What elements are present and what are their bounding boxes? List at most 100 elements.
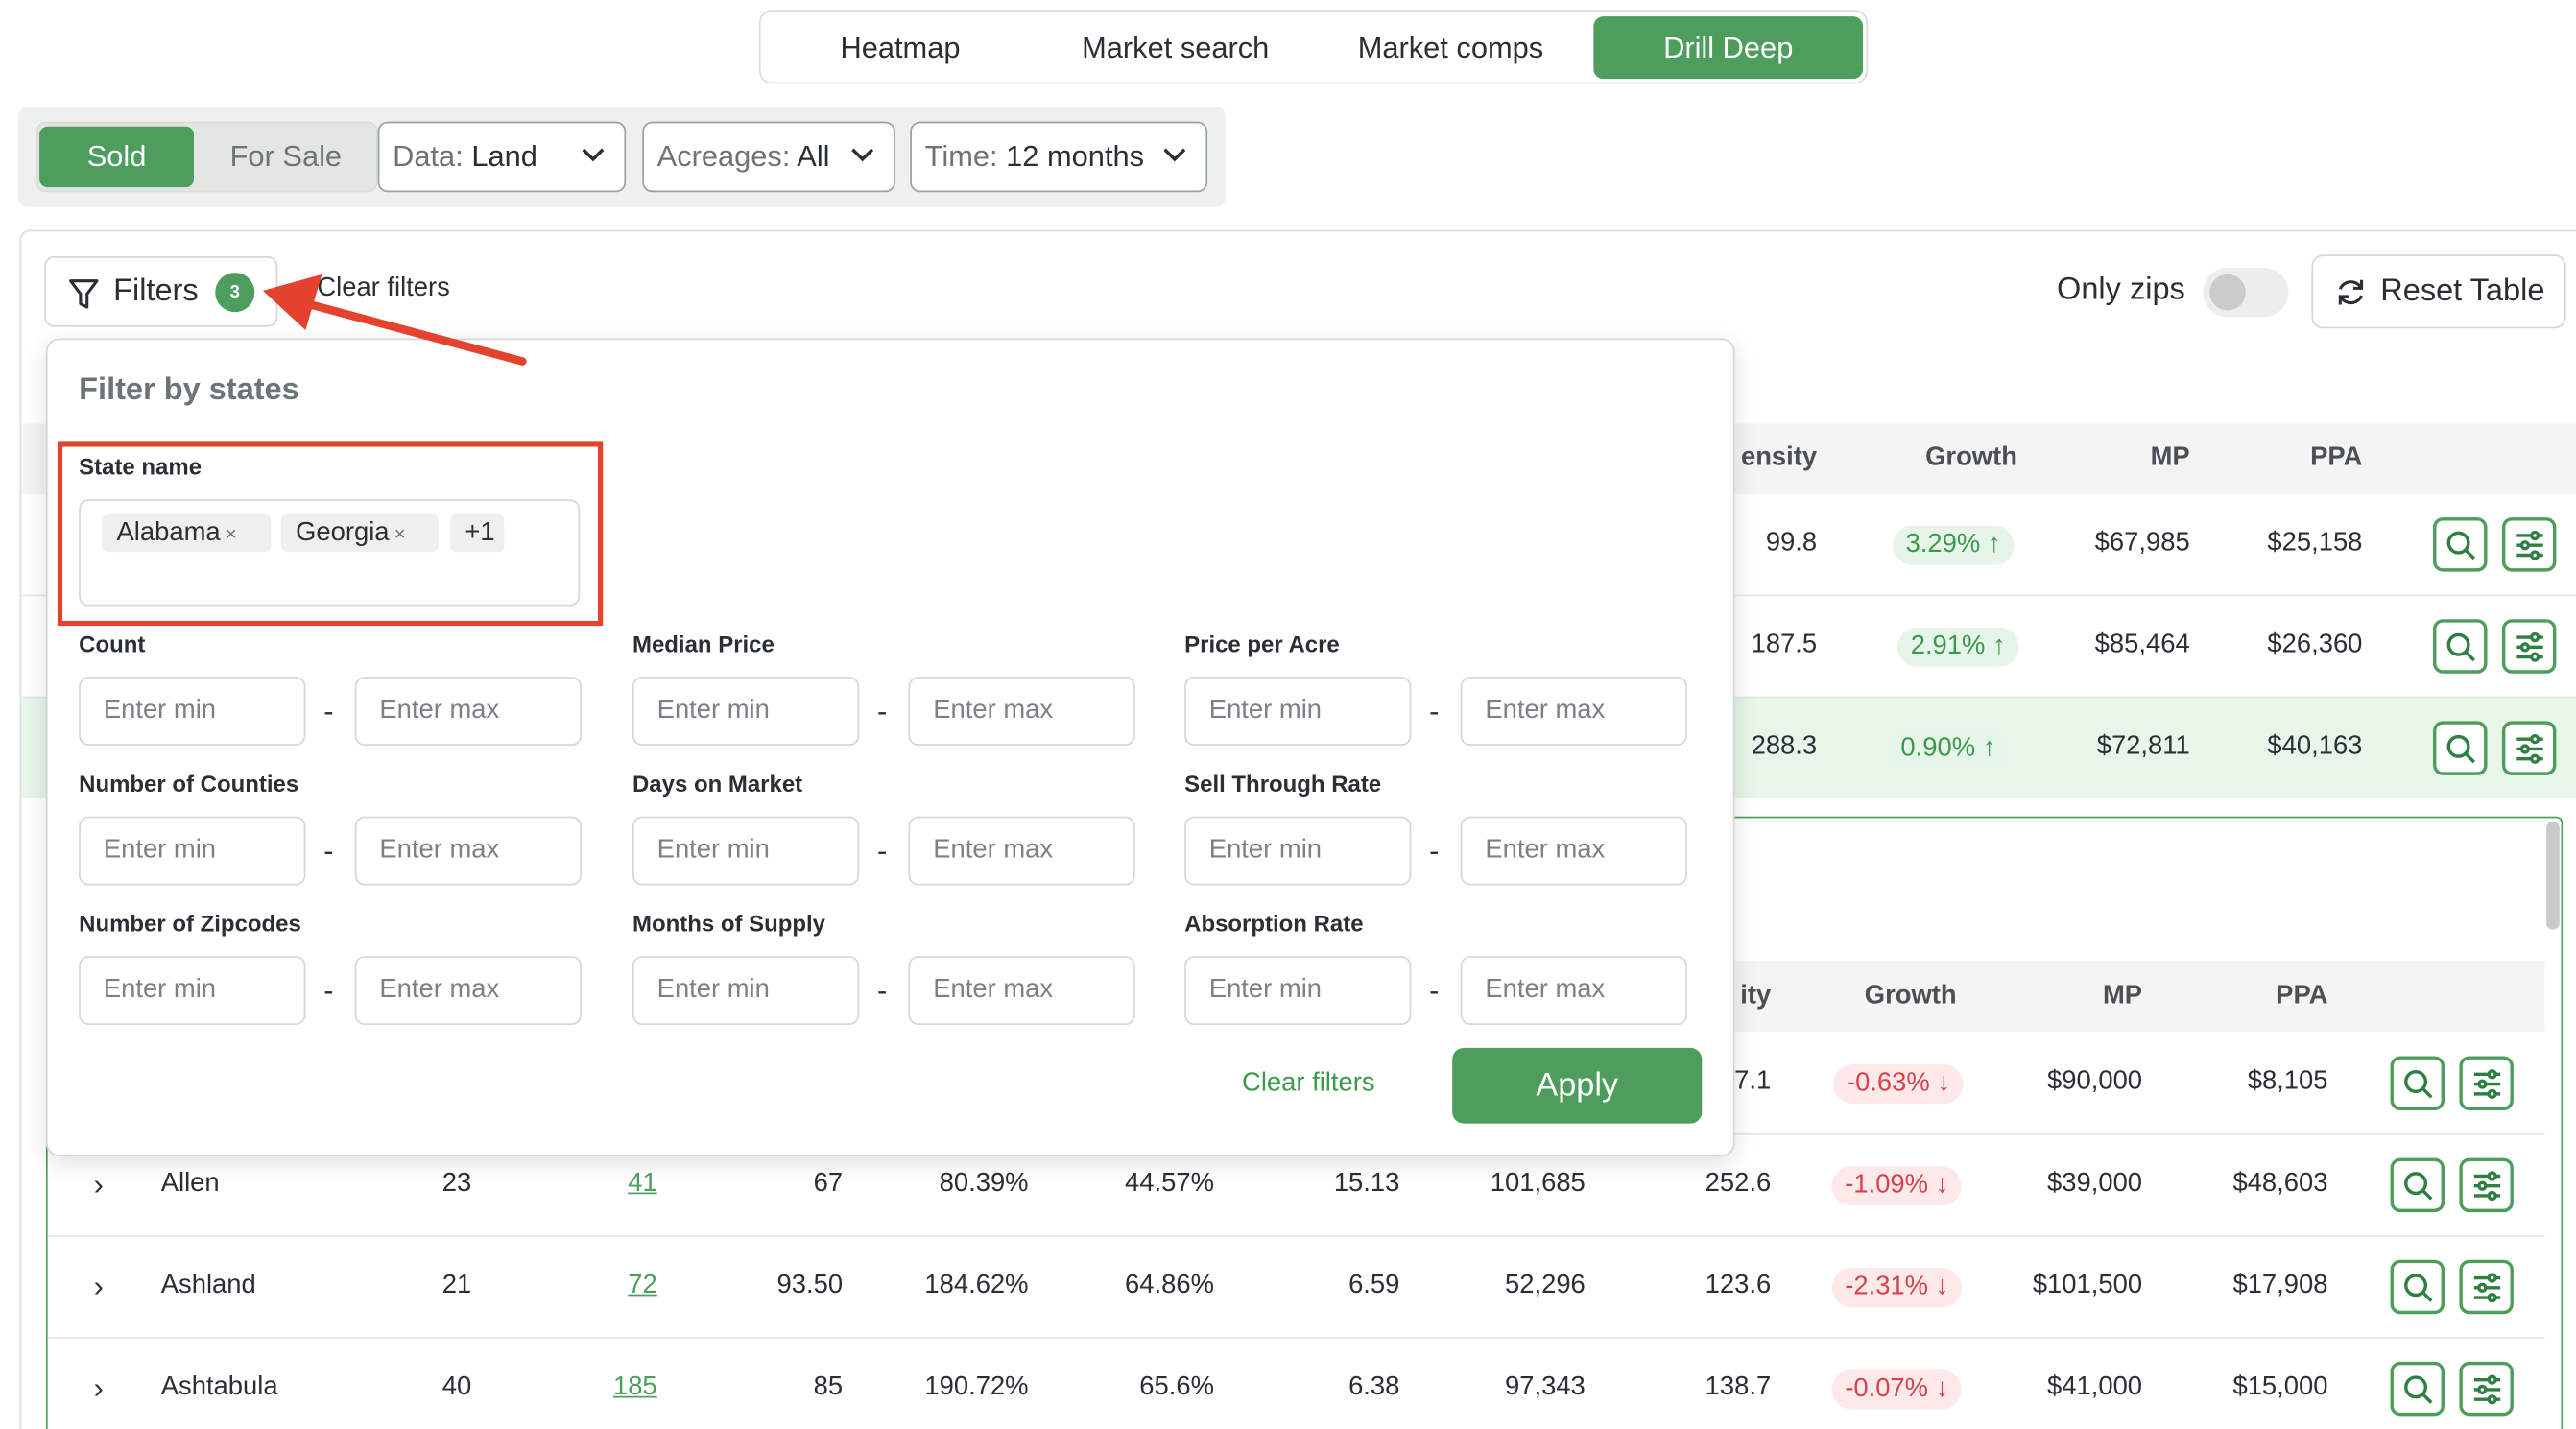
settings-button[interactable] (2501, 721, 2557, 775)
growth-badge: -1.09% ↓ (1831, 1166, 1963, 1206)
search-icon (2446, 531, 2476, 560)
median-price-max-input[interactable] (908, 677, 1135, 747)
expand-chevron-icon[interactable]: › (93, 1167, 104, 1202)
filters-button[interactable]: Filters (44, 255, 278, 327)
tab-heatmap[interactable]: Heatmap (840, 31, 961, 64)
field-label-number-of-zipcodes: Number of Zipcodes (79, 910, 301, 937)
field-label-months-of-supply: Months of Supply (632, 910, 826, 937)
absorption-rate-min-input[interactable] (1184, 956, 1412, 1025)
time-dropdown-value: 12 months (1006, 139, 1145, 173)
search-button[interactable] (2433, 619, 2488, 674)
zipcodes-max-input[interactable] (354, 956, 582, 1025)
counties-min-input[interactable] (79, 816, 306, 886)
count-max-input[interactable] (354, 677, 582, 747)
chevron-down-icon (851, 148, 874, 162)
tab-market-comps[interactable]: Market comps (1357, 31, 1544, 64)
settings-button[interactable] (2459, 1157, 2514, 1213)
range-dash: - (1429, 834, 1440, 868)
filters-label: Filters (113, 274, 199, 309)
cell-link[interactable]: 72 (628, 1271, 657, 1299)
cell-link[interactable]: 185 (612, 1372, 657, 1401)
scrollbar[interactable] (2546, 821, 2560, 930)
price-per-acre-max-input[interactable] (1460, 677, 1687, 747)
range-dash: - (323, 694, 334, 728)
tab-market-search[interactable]: Market search (1082, 31, 1270, 64)
reset-table-button[interactable]: Reset Table (2311, 254, 2566, 329)
cell-c5: 44.57% (1125, 1169, 1214, 1198)
cell-density: 138.7 (1705, 1372, 1772, 1401)
search-icon (2446, 734, 2476, 764)
zipcodes-min-input[interactable] (79, 956, 306, 1025)
sold-button[interactable]: Sold (39, 126, 194, 188)
popover-title: Filter by states (79, 372, 299, 408)
search-button[interactable] (2433, 721, 2488, 775)
settings-button[interactable] (2459, 1056, 2514, 1110)
days-on-market-max-input[interactable] (908, 816, 1135, 886)
time-dropdown-prefix: Time: (924, 139, 998, 173)
months-of-supply-max-input[interactable] (908, 956, 1135, 1025)
settings-button[interactable] (2501, 619, 2557, 674)
for-sale-button[interactable]: For Sale (229, 139, 343, 173)
chip-remove-icon[interactable]: × (394, 522, 406, 546)
search-button[interactable] (2390, 1157, 2445, 1213)
price-per-acre-min-input[interactable] (1184, 677, 1412, 747)
cell-ppa: $48,603 (2232, 1169, 2328, 1198)
subcolumn-growth[interactable]: Growth (1864, 982, 1957, 1011)
range-dash: - (1429, 694, 1440, 728)
chip-remove-icon[interactable]: × (225, 522, 237, 546)
cell-link[interactable]: 41 (628, 1169, 657, 1198)
settings-button[interactable] (2501, 517, 2557, 572)
clear-filters-link[interactable]: Clear filters (317, 274, 450, 302)
expand-chevron-icon[interactable]: › (93, 1269, 104, 1303)
search-button[interactable] (2390, 1056, 2445, 1110)
settings-button[interactable] (2459, 1361, 2514, 1417)
sell-through-min-input[interactable] (1184, 816, 1412, 886)
settings-button[interactable] (2459, 1259, 2514, 1315)
cell-ppa: $40,163 (2267, 732, 2363, 761)
median-price-min-input[interactable] (632, 677, 860, 747)
range-dash: - (323, 973, 334, 1008)
tab-drill-deep[interactable]: Drill Deep (1593, 16, 1864, 80)
column-growth[interactable]: Growth (1925, 443, 2017, 472)
cell-c1: 23 (441, 1169, 472, 1198)
annotation-highlight-box (57, 441, 604, 627)
field-label-absorption-rate: Absorption Rate (1184, 910, 1364, 937)
growth-badge: 2.91% ↑ (1897, 627, 2019, 667)
column-ppa[interactable]: PPA (2310, 443, 2363, 472)
only-zips-label: Only zips (2057, 273, 2185, 308)
cell-ppa: $17,908 (2232, 1271, 2328, 1299)
cell-c3: 85 (813, 1372, 844, 1401)
more-chips-indicator[interactable]: +1 (450, 513, 505, 553)
count-min-input[interactable] (79, 677, 306, 747)
expand-chevron-icon[interactable]: › (93, 1371, 104, 1405)
sliders-icon (2516, 631, 2543, 662)
state-chip-georgia: Georgia × (280, 513, 440, 553)
data-dropdown[interactable]: Data: Land (377, 121, 627, 193)
search-button[interactable] (2390, 1361, 2445, 1417)
cell-mp: $41,000 (2047, 1372, 2143, 1401)
chevron-down-icon (1163, 148, 1186, 162)
sliders-icon (2473, 1374, 2501, 1405)
popover-clear-filters-button[interactable]: Clear filters (1242, 1069, 1375, 1098)
column-density[interactable]: ensity (1740, 443, 1818, 472)
time-dropdown[interactable]: Time: 12 months (910, 121, 1208, 193)
apply-button[interactable]: Apply (1452, 1047, 1703, 1124)
acreage-dropdown[interactable]: Acreages: All (642, 121, 895, 193)
subcolumn-mp[interactable]: MP (2102, 982, 2143, 1011)
cell-density: 99.8 (1765, 529, 1818, 558)
counties-max-input[interactable] (354, 816, 582, 886)
days-on-market-min-input[interactable] (632, 816, 860, 886)
months-of-supply-min-input[interactable] (632, 956, 860, 1025)
cell-density: 288.3 (1751, 732, 1818, 761)
subcolumn-density[interactable]: ity (1740, 982, 1772, 1011)
subcolumn-ppa[interactable]: PPA (2276, 982, 2328, 1011)
cell-c1: 21 (441, 1271, 472, 1299)
absorption-rate-max-input[interactable] (1460, 956, 1687, 1025)
chip-label: Alabama (116, 518, 221, 547)
cell-name: Allen (160, 1169, 220, 1198)
sell-through-max-input[interactable] (1460, 816, 1687, 886)
search-button[interactable] (2433, 517, 2488, 572)
column-mp[interactable]: MP (2150, 443, 2190, 472)
search-button[interactable] (2390, 1259, 2445, 1315)
mode-tabs: Heatmap Market search Market comps Drill… (758, 10, 1869, 84)
